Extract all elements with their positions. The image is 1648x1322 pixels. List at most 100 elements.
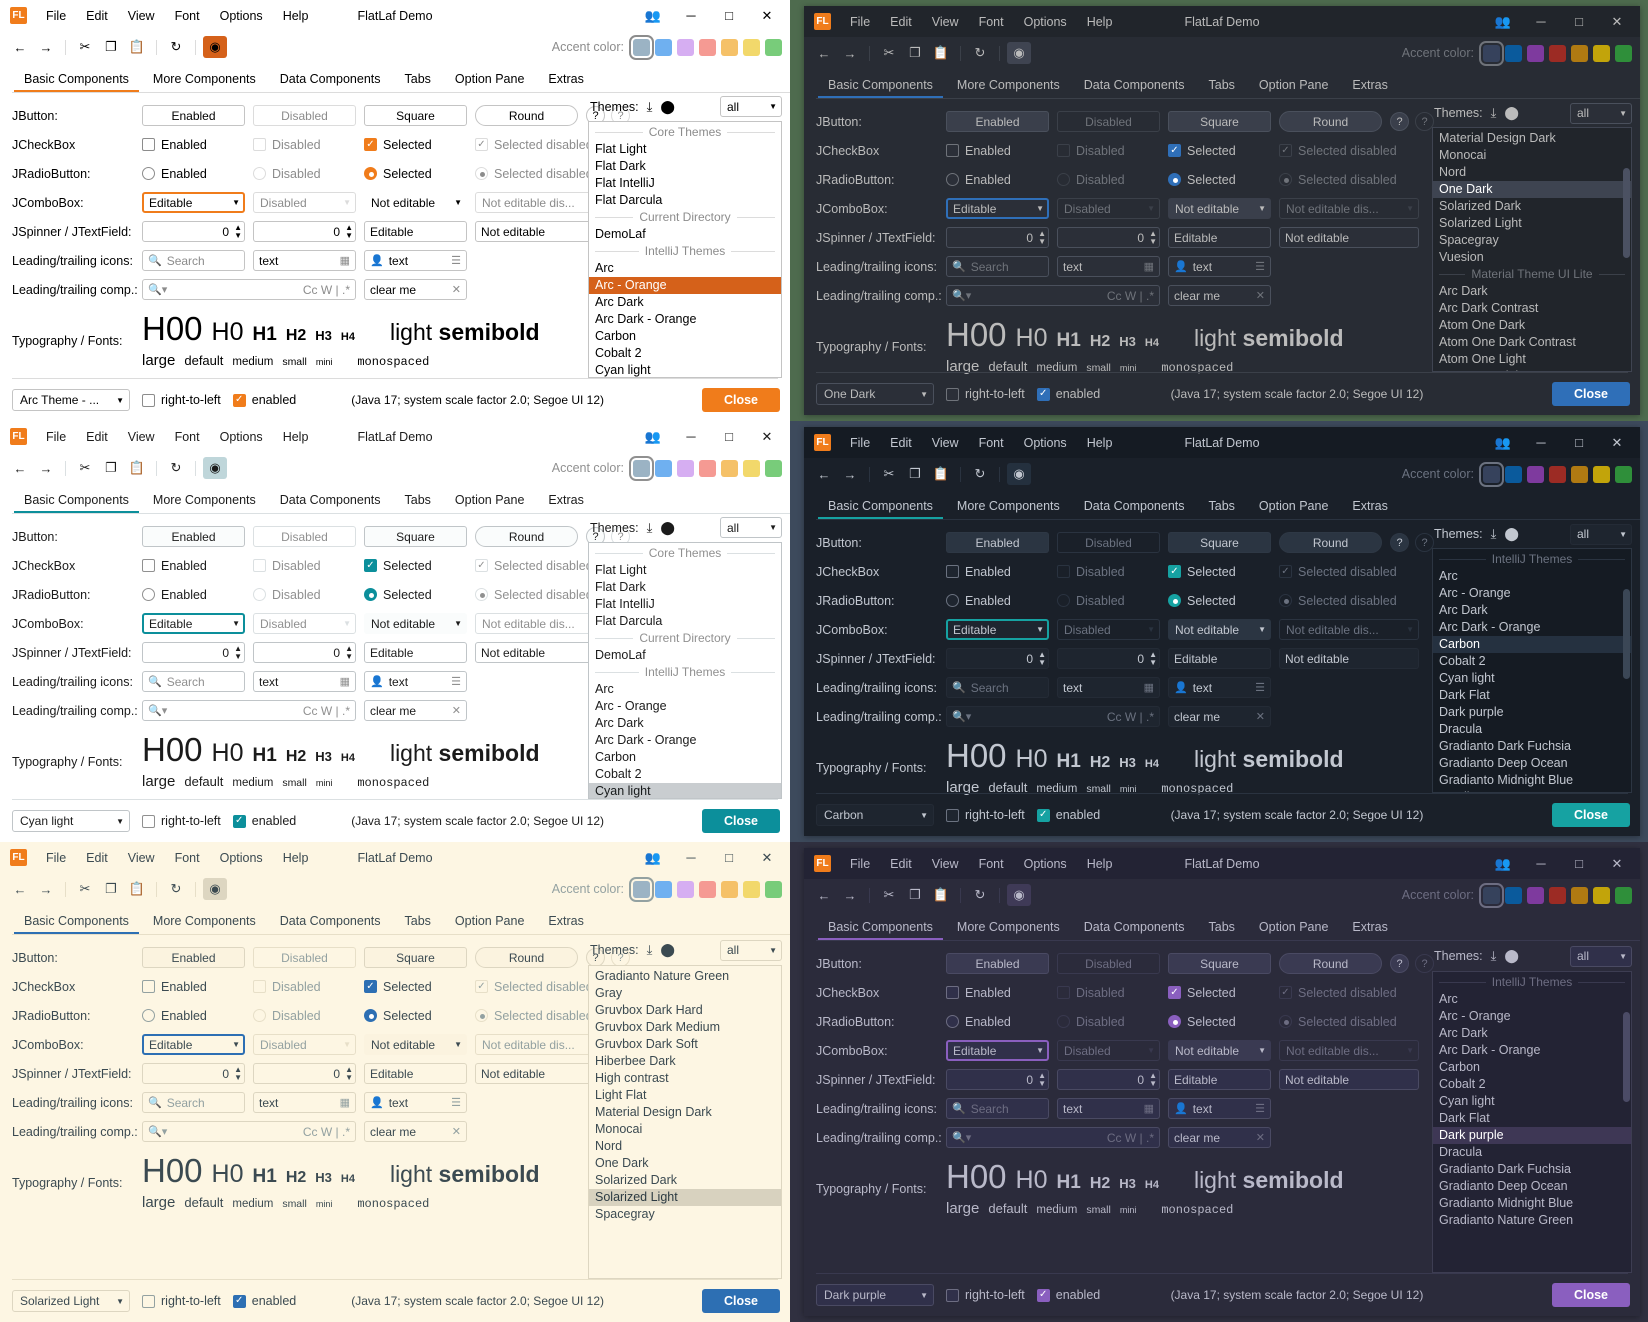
menu-item-view[interactable]: View <box>127 429 155 444</box>
radio-selected[interactable]: Selected <box>364 167 467 181</box>
accent-swatch-4[interactable] <box>721 38 738 56</box>
text-input-with-user-icon[interactable]: 👤 text ☰ <box>1168 677 1271 698</box>
download-icon[interactable]: ⤓ <box>1490 526 1497 542</box>
theme-list-item[interactable]: Monocai <box>1439 148 1487 163</box>
button-enabled[interactable]: Enabled <box>142 947 245 968</box>
theme-list-item[interactable]: Spacegray <box>595 1207 655 1221</box>
spinner-arrows[interactable]: ▲ ▼ <box>234 222 242 240</box>
spinner-0[interactable]: 0 ▲ ▼ <box>142 1063 245 1084</box>
refresh-icon[interactable]: ↻ <box>974 887 986 902</box>
accent-swatch-4[interactable] <box>721 880 738 898</box>
spinner-0[interactable]: 0 ▲ ▼ <box>946 1069 1049 1090</box>
theme-list-item[interactable]: One Dark <box>1433 181 1631 199</box>
radio-enabled[interactable]: Enabled <box>142 1009 245 1023</box>
github-icon[interactable]: ⬤ <box>660 519 675 535</box>
theme-list-item[interactable]: DemoLaf <box>595 647 646 662</box>
menu-item-font[interactable]: Font <box>978 435 1004 450</box>
theme-list-item[interactable]: Atom One Dark <box>1439 318 1526 333</box>
maximize-icon[interactable]: □ <box>1575 14 1583 29</box>
accent-swatch-5[interactable] <box>1593 44 1610 62</box>
combobox-2[interactable]: Not editable ▼ <box>1168 1040 1271 1061</box>
accent-swatch-2[interactable] <box>677 38 694 56</box>
theme-list-item[interactable]: Dark Flat <box>1439 1111 1490 1125</box>
checkbox-right-to-left[interactable]: right-to-left <box>946 808 1025 822</box>
back-arrow-icon[interactable]: ← <box>13 39 27 55</box>
close-icon[interactable]: ✕ <box>1611 13 1623 29</box>
spinner-arrows[interactable]: ▲ ▼ <box>1038 1070 1046 1088</box>
button-square[interactable]: Square <box>364 526 467 547</box>
checkbox-enabled[interactable]: Enabled <box>946 986 1049 1000</box>
accent-swatch-6[interactable] <box>1615 886 1632 904</box>
help-button-enabled[interactable]: ? <box>1390 954 1409 973</box>
table-icon[interactable]: ▦ <box>1143 261 1154 273</box>
theme-list-item[interactable]: Flat Light <box>595 562 647 577</box>
menu-item-edit[interactable]: Edit <box>86 429 108 444</box>
accent-swatch-0[interactable] <box>1479 882 1504 908</box>
menu-item-edit[interactable]: Edit <box>890 856 912 871</box>
theme-list-item[interactable]: Arc <box>1439 992 1458 1006</box>
help-button-enabled[interactable]: ? <box>1390 112 1409 131</box>
accent-swatch-5[interactable] <box>743 38 760 56</box>
footer-theme-select[interactable]: One Dark ▼ <box>816 383 934 405</box>
download-icon[interactable]: ⤓ <box>646 942 653 957</box>
theme-list-item[interactable]: Arc Dark <box>595 294 644 309</box>
theme-list-item[interactable]: Arc Dark - Orange <box>1439 1043 1541 1057</box>
table-icon[interactable]: ▦ <box>339 676 350 688</box>
button-round[interactable]: Round <box>475 105 578 126</box>
checkbox-enabled[interactable]: Enabled <box>142 138 245 152</box>
tab-more-components[interactable]: More Components <box>956 78 1060 92</box>
tab-more-components[interactable]: More Components <box>152 914 256 928</box>
accent-swatch-2[interactable] <box>1527 44 1544 62</box>
theme-list-item[interactable]: Gradianto Nature Green <box>1439 1213 1574 1227</box>
radio-enabled[interactable]: Enabled <box>946 1015 1049 1029</box>
accent-swatch-6[interactable] <box>765 38 782 56</box>
checkbox-right-to-left[interactable]: right-to-left <box>946 387 1025 401</box>
download-icon[interactable]: ⤓ <box>1490 948 1497 963</box>
search-input[interactable]: 🔍 Search <box>142 250 245 271</box>
theme-list-item[interactable]: Gray <box>595 986 623 1000</box>
textfield-2[interactable]: Editable <box>364 642 467 663</box>
preview-eye-icon[interactable]: ◉ <box>1007 463 1031 485</box>
themes-scrollbar-thumb[interactable] <box>1623 589 1630 680</box>
download-icon[interactable]: ⤓ <box>1490 105 1497 121</box>
combobox-0[interactable]: Editable ▼ <box>142 613 245 634</box>
close-button[interactable]: Close <box>702 1289 780 1313</box>
accent-swatch-3[interactable] <box>699 459 716 477</box>
button-enabled[interactable]: Enabled <box>142 526 245 547</box>
theme-list-item[interactable]: Gradianto Dark Fuchsia <box>1439 739 1572 754</box>
search-combo-input[interactable]: 🔍▾ Cc W | .* <box>946 285 1160 306</box>
accent-swatch-1[interactable] <box>655 459 672 477</box>
close-button[interactable]: Close <box>1551 382 1630 406</box>
copy-icon[interactable]: ❐ <box>105 460 117 475</box>
menu-item-view[interactable]: View <box>127 850 155 865</box>
theme-list-item[interactable]: Gradianto Deep Ocean <box>1439 756 1568 771</box>
close-button[interactable]: Close <box>702 388 780 412</box>
accent-swatch-6[interactable] <box>765 459 782 477</box>
help-button-enabled[interactable]: ? <box>586 948 605 967</box>
clear-me-input[interactable]: clear me ✕ <box>1168 285 1271 306</box>
paste-icon[interactable]: 📋 <box>128 460 146 475</box>
theme-list-item[interactable]: Arc Dark - Orange <box>595 732 697 747</box>
themes-scrollbar-thumb[interactable] <box>1623 1012 1630 1102</box>
tab-tabs[interactable]: Tabs <box>404 72 431 86</box>
search-input[interactable]: 🔍 Search <box>142 671 245 692</box>
github-icon[interactable]: ⬤ <box>660 98 675 114</box>
tab-extras[interactable]: Extras <box>1352 78 1388 92</box>
accent-swatch-5[interactable] <box>1593 465 1610 483</box>
tab-data-components[interactable]: Data Components <box>279 72 381 86</box>
accent-swatch-1[interactable] <box>655 880 672 898</box>
accent-swatch-0[interactable] <box>1479 40 1504 66</box>
combobox-2[interactable]: Not editable ▼ <box>1168 619 1271 640</box>
theme-list-item[interactable]: Gradianto Dark Fuchsia <box>1439 1162 1572 1176</box>
menu-item-font[interactable]: Font <box>174 850 200 865</box>
accent-swatch-3[interactable] <box>699 38 716 56</box>
button-enabled[interactable]: Enabled <box>946 953 1049 974</box>
tab-more-components[interactable]: More Components <box>152 493 256 507</box>
refresh-icon[interactable]: ↻ <box>170 460 182 475</box>
copy-icon[interactable]: ❐ <box>909 887 921 902</box>
back-arrow-icon[interactable]: ← <box>817 466 831 482</box>
accent-swatch-0[interactable] <box>629 34 654 60</box>
table-icon[interactable]: ▦ <box>339 1097 350 1109</box>
checkbox-enabled[interactable]: ✓ enabled <box>1036 808 1100 822</box>
theme-list-item[interactable]: Gruvbox Dark Soft <box>595 1037 698 1051</box>
